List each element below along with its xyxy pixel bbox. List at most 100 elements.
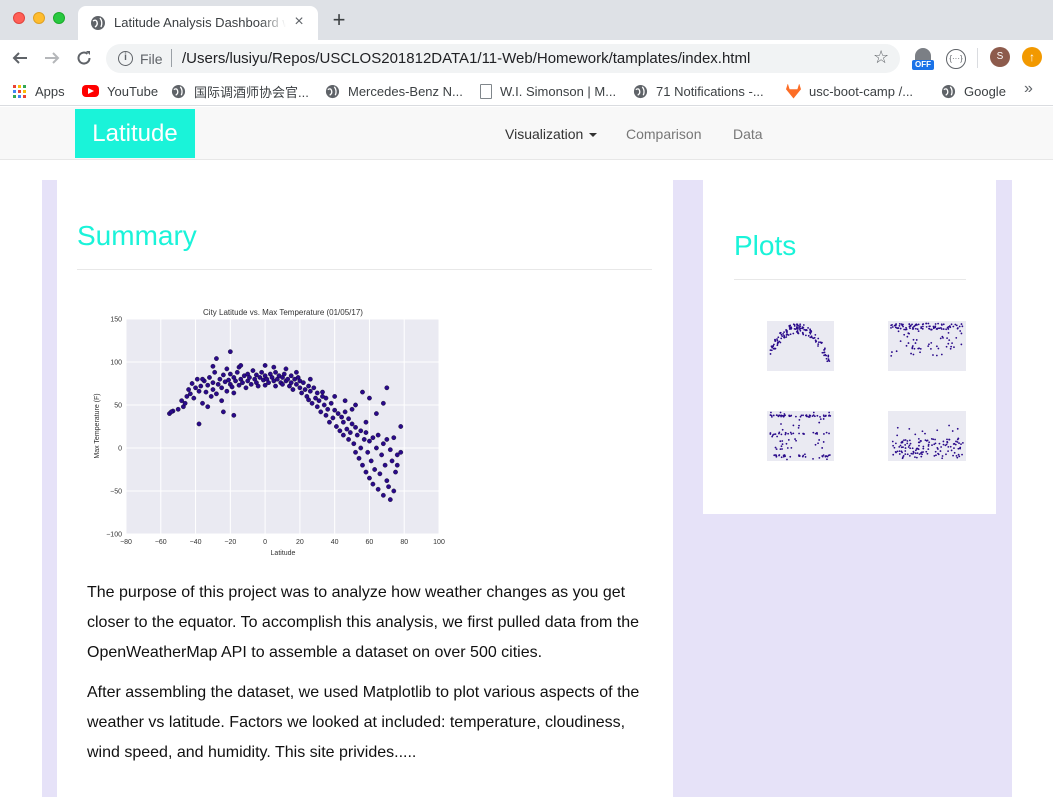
reload-button[interactable] [72,46,96,70]
thumbnail-point [803,433,806,435]
bookmark-notifications[interactable]: 71 Notifications -... [633,81,764,101]
update-icon[interactable]: ↑ [1022,47,1042,67]
brand-link[interactable]: Latitude [75,109,195,158]
thumbnail-point [949,326,952,329]
back-button[interactable] [8,46,32,70]
thumbnail-point [902,325,904,328]
thumbnail-point [904,450,907,452]
thumbnail-point [789,431,792,434]
thumbnail-point [934,442,937,445]
thumbnail-point [917,330,920,333]
scatter-point [302,387,308,392]
thumbnail-temperature-plot[interactable] [748,316,838,382]
info-icon[interactable]: i [118,51,133,66]
thumbnail-point [907,446,910,448]
bookmark-star-icon[interactable]: ☆ [873,47,890,67]
scatter-point [321,402,327,408]
scatter-point [391,435,397,441]
thumbnail-point [827,354,830,357]
thumbnail-point [945,328,948,331]
bookmark-youtube[interactable]: YouTube [82,81,158,101]
scatter-point [363,419,369,425]
bookmark-apps[interactable]: Apps [13,81,65,101]
bookmarks-overflow-icon[interactable]: » [1024,80,1033,97]
thumbnail-point [960,332,963,335]
thumbnail-point [942,328,945,330]
thumbnail-point [916,447,919,450]
thumbnail-point [956,438,959,441]
address-bar[interactable]: i File /Users/lusiyu/Repos/USCLOS201812D… [106,44,900,73]
close-window-button[interactable] [13,12,25,24]
bookmark-google[interactable]: Google [941,81,1006,101]
bookmark-label: Apps [35,83,65,99]
thumbnail-point [958,442,960,445]
scatter-point [386,484,391,490]
thumbnail-point [915,323,918,326]
scatter-point [236,382,242,388]
nav-comparison[interactable]: Comparison [626,126,702,142]
thumbnail-point [770,411,772,414]
thumbnail-point [903,439,905,442]
url-scheme: File [140,51,163,67]
thumbnail-point [945,453,947,456]
browser-tab-active[interactable]: Latitude Analysis Dashboard w × [78,6,318,40]
thumbnail-point [939,450,942,452]
thumbnail-humidity-plot[interactable] [885,316,975,382]
bookmark-label: YouTube [107,83,159,99]
forward-button[interactable] [40,46,64,70]
extension-off-button[interactable]: OFF [912,48,934,70]
thumbnail-point [951,430,954,432]
thumbnail-point [917,323,920,326]
summary-heading: Summary [77,220,197,251]
thumbnail-point [792,332,795,335]
thumbnail-point [897,330,900,333]
thumbnail-point [905,328,908,331]
thumbnail-point [904,453,907,456]
thumbnail-point [814,333,817,336]
thumbnail-point [773,433,775,436]
bookmark-label: W.I. Simonson | M... [500,83,617,99]
bookmark-usc-boot-camp[interactable]: usc-boot-camp /... [786,81,913,101]
thumbnail-points [769,323,831,363]
url-text[interactable]: /Users/lusiyu/Repos/USCLOS201812DATA1/11… [182,50,751,67]
nav-data[interactable]: Data [733,126,763,142]
thumbnail-point [799,323,802,326]
thumbnail-cloudiness-plot[interactable] [748,406,838,472]
thumbnail-point [939,337,942,340]
thumbnail-point [954,323,957,326]
thumbnail-point [792,432,795,435]
thumbnail-point [814,443,817,446]
globe-icon [633,84,648,98]
code-extension-icon[interactable]: {···} [946,49,966,69]
minimize-window-button[interactable] [33,12,45,24]
bookmark-simonson[interactable]: W.I. Simonson | M... [480,81,616,101]
scatter-point [358,428,364,434]
thumbnail-point [826,458,828,461]
scatter-point [247,375,252,380]
thumbnail-point [789,333,792,336]
thumbnail-point [783,334,785,337]
thumbnail-point [925,325,928,328]
thumbnail-point [956,441,959,443]
thumbnail-point [807,334,810,337]
thumbnail-point [940,328,943,330]
thumbnail-point [953,447,955,450]
scatter-point [370,481,376,487]
thumbnail-point [894,442,897,445]
scatter-point [360,389,365,395]
tab-close-icon[interactable]: × [294,13,304,30]
scatter-point [346,416,351,422]
profile-avatar[interactable]: S [990,47,1010,67]
plot-area [126,319,439,534]
maximize-window-button[interactable] [53,12,65,24]
new-tab-button[interactable]: + [332,7,346,32]
bookmark-bartender-association[interactable]: 国际调酒师协会官... [171,81,309,101]
scatter-point [342,409,348,415]
nav-visualization-dropdown[interactable]: Visualization [505,126,598,142]
scatter-point [332,407,338,413]
scatter-point [375,486,381,492]
thumbnail-point [902,446,904,449]
bookmark-mercedes-benz[interactable]: Mercedes-Benz N... [325,81,463,101]
thumbnail-point [797,426,800,429]
thumbnail-wind-speed-plot[interactable] [885,406,975,472]
